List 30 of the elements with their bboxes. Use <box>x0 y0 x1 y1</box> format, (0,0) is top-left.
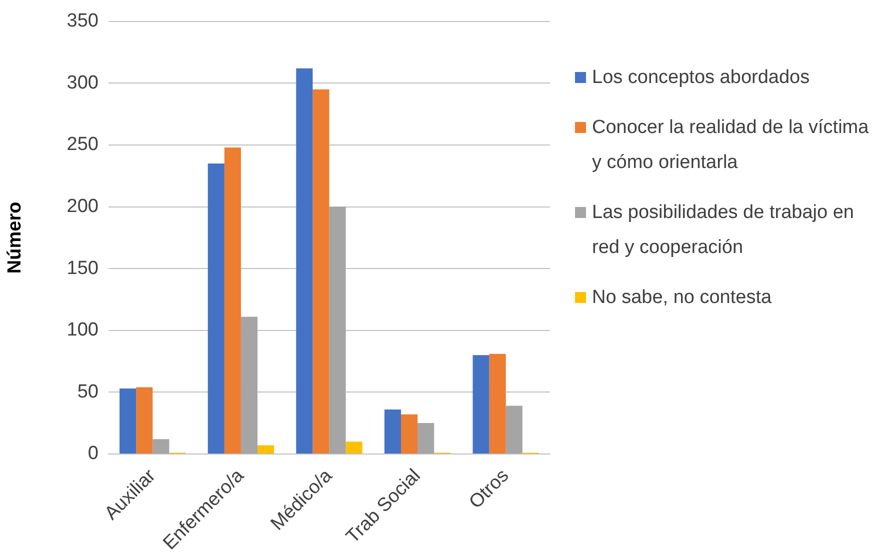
bar <box>506 406 522 454</box>
bar <box>136 387 153 454</box>
bar <box>152 439 170 454</box>
legend-label: Las posibilidades de trabajo en red y cooperación <box>592 201 855 260</box>
y-tick-label: 200 <box>66 196 98 218</box>
bar <box>258 445 274 454</box>
legend-label: No sabe, no contesta <box>592 286 772 310</box>
bar <box>312 89 330 454</box>
y-axis-title: Número <box>4 202 26 274</box>
bar <box>384 409 401 454</box>
y-tick-label: 0 <box>88 443 98 464</box>
bar <box>120 388 136 454</box>
bar <box>224 147 241 454</box>
bar <box>489 354 506 454</box>
bar <box>400 414 418 454</box>
y-tick-label: 250 <box>66 134 98 156</box>
y-tick-label: 50 <box>77 381 98 402</box>
y-tick-label: 300 <box>66 72 98 94</box>
legend-label: Conocer la realidad de la víctima y cómo orientarla <box>592 116 870 175</box>
y-tick-label: 100 <box>66 320 98 341</box>
bar <box>240 316 258 454</box>
bar <box>346 442 362 454</box>
bar <box>329 206 346 454</box>
bar <box>472 355 490 454</box>
y-tick-label: 150 <box>66 258 98 279</box>
bar <box>208 164 224 454</box>
bar <box>418 423 434 454</box>
bar <box>296 68 313 454</box>
y-tick-label: 350 <box>66 10 98 32</box>
legend-label: Los conceptos abordados <box>592 66 810 90</box>
